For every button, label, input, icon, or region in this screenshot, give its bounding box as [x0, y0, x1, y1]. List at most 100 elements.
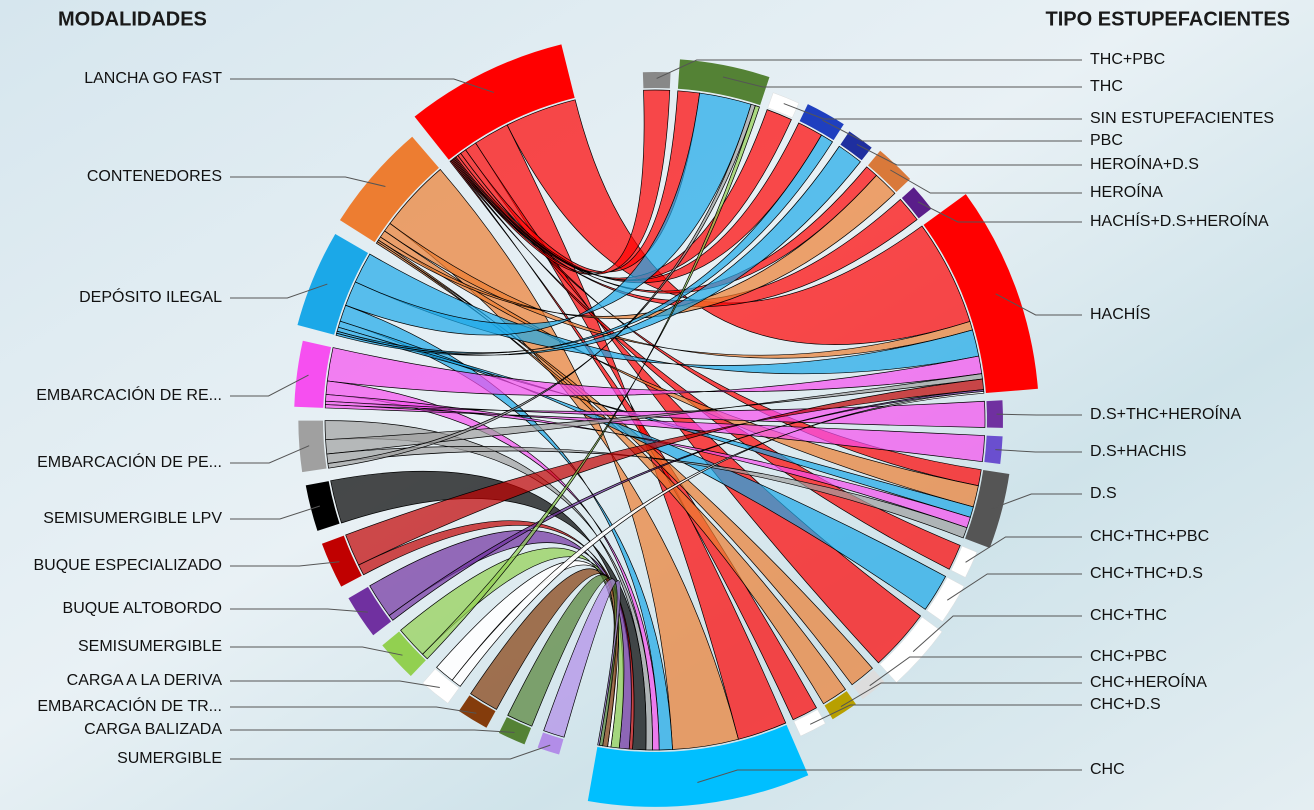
ribbon	[450, 159, 961, 570]
left-label: BUQUE ALTOBORDO	[63, 600, 222, 617]
leader-line	[917, 201, 1082, 223]
leader-line	[783, 103, 1082, 120]
leader-line	[230, 78, 494, 93]
leader-line	[230, 505, 321, 520]
right-label: CHC	[1090, 761, 1125, 778]
arc	[642, 72, 671, 89]
leader-line	[697, 769, 1082, 783]
ribbon	[325, 394, 971, 529]
right-label: CHC+THC+D.S	[1090, 565, 1203, 582]
left-label: EMBARCACIÓN DE TR...	[37, 696, 222, 715]
arc	[382, 631, 426, 677]
leader-line	[991, 493, 1082, 510]
arc	[840, 131, 872, 161]
arc	[587, 724, 809, 807]
right-label: CHC+HEROÍNA	[1090, 672, 1207, 691]
leader-line	[869, 656, 1082, 687]
leader-line	[946, 573, 1082, 601]
leader-line	[965, 536, 1082, 563]
left-label: CARGA A LA DERIVA	[67, 672, 223, 689]
ribbon	[345, 92, 752, 336]
leader-line	[995, 293, 1082, 316]
arc	[348, 586, 392, 636]
right-label: PBC	[1090, 132, 1123, 149]
leader-line	[996, 413, 1082, 416]
ribbon	[379, 230, 979, 508]
arc	[923, 194, 1038, 394]
labels: LANCHA GO FAST CONTENEDORES DEPÓSITO ILEGA…	[34, 51, 1274, 783]
right-label: CHC+THC	[1090, 607, 1167, 624]
leader-line	[230, 176, 386, 187]
arc	[950, 545, 978, 578]
leader-line	[230, 744, 551, 760]
arc	[984, 435, 1003, 464]
arc	[799, 104, 844, 141]
left-label: BUQUE ESPECIALIZADO	[34, 557, 223, 574]
arc	[867, 150, 911, 193]
left-label: CARGA BALIZADA	[84, 721, 222, 738]
leader-line	[230, 646, 403, 656]
leader-line	[230, 283, 328, 299]
leader-line	[912, 615, 1082, 652]
right-label: CHC+PBC	[1090, 648, 1167, 665]
ribbon	[376, 239, 873, 686]
left-label: SEMISUMERGIBLE LPV	[43, 510, 222, 527]
right-label: HEROÍNA+D.S	[1090, 154, 1199, 173]
arc	[824, 691, 856, 720]
right-label: HEROÍNA	[1090, 182, 1163, 201]
right-label: D.S	[1090, 485, 1117, 502]
left-label: EMBARCACIÓN DE RE...	[36, 385, 222, 404]
arc	[926, 577, 965, 622]
leader-line	[809, 704, 1082, 725]
ribbon	[470, 568, 619, 747]
ribbon	[330, 470, 647, 751]
ribbon	[449, 160, 817, 721]
arcs	[294, 44, 1038, 807]
left-title: MODALIDADES	[58, 8, 207, 30]
leader-line	[840, 682, 1082, 707]
right-label: HACHÍS	[1090, 304, 1150, 323]
right-label: THC	[1090, 78, 1123, 95]
arc	[458, 695, 496, 728]
right-label: CHC+THC+PBC	[1090, 528, 1209, 545]
right-label: SIN ESTUPEFACIENTES	[1090, 110, 1274, 127]
arc	[498, 717, 532, 745]
ribbon	[335, 145, 861, 356]
ribbon	[339, 304, 673, 751]
ribbon	[384, 222, 973, 359]
ribbon	[345, 378, 984, 566]
arc	[986, 400, 1003, 428]
ribbon	[336, 134, 834, 354]
ribbon	[377, 174, 896, 320]
leader-line	[856, 143, 1082, 166]
ribbon	[358, 520, 635, 750]
arc	[677, 59, 770, 106]
leader-line	[656, 59, 1082, 79]
left-label: DEPÓSITO ILEGAL	[79, 287, 222, 306]
arc	[297, 233, 369, 335]
right-label: CHC+D.S	[1090, 696, 1161, 713]
leader-line	[995, 449, 1082, 453]
left-label: LANCHA GO FAST	[84, 70, 222, 87]
arc	[537, 732, 564, 755]
right-label: THC+PBC	[1090, 51, 1165, 68]
ribbons	[324, 89, 986, 751]
ribbon	[388, 389, 985, 621]
arc	[793, 709, 826, 737]
arc	[879, 616, 943, 683]
right-title: TIPO ESTUPEFACIENTES	[1046, 8, 1290, 30]
leader-line	[722, 76, 1082, 88]
arc	[339, 136, 439, 243]
arc	[422, 668, 460, 704]
arc	[767, 92, 800, 119]
arc	[321, 535, 362, 587]
ribbon	[400, 547, 625, 749]
right-label: D.S+THC+HEROÍNA	[1090, 404, 1241, 423]
leader-line	[822, 119, 1082, 142]
arc	[294, 340, 332, 408]
ribbon	[422, 105, 760, 660]
ribbon	[326, 347, 983, 397]
ribbon	[460, 90, 701, 273]
left-label: SUMERGIBLE	[117, 750, 222, 767]
